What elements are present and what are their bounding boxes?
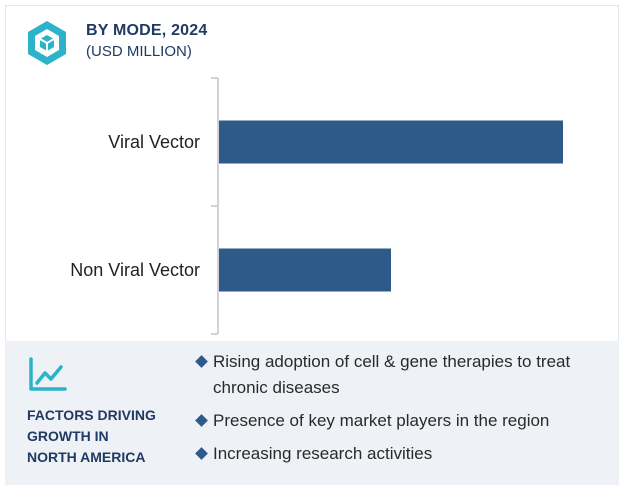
factor-item: Increasing research activities <box>195 441 615 467</box>
category-label: Viral Vector <box>108 132 200 152</box>
factor-item: Presence of key market players in the re… <box>195 408 615 434</box>
diamond-bullet-icon <box>195 447 208 460</box>
factors-title-line: GROWTH IN <box>27 428 109 444</box>
bars <box>219 120 563 292</box>
chart-title: BY MODE, 2024 <box>86 22 208 39</box>
factors-title-line: NORTH AMERICA <box>27 449 146 465</box>
factor-text: Presence of key market players in the re… <box>213 411 550 430</box>
diamond-bullet-icon <box>195 355 208 368</box>
cube-icon <box>28 21 66 65</box>
bar <box>219 120 563 164</box>
factors-title-line: FACTORS DRIVING <box>27 407 156 423</box>
category-labels: Viral Vector Non Viral Vector <box>70 132 200 280</box>
growth-factors-panel: FACTORS DRIVING GROWTH IN NORTH AMERICA … <box>5 341 619 485</box>
bar-chart: Viral Vector Non Viral Vector <box>70 77 563 335</box>
factor-text: Rising adoption of cell & gene therapies… <box>213 352 571 397</box>
y-axis <box>211 77 219 335</box>
factors-title: FACTORS DRIVING GROWTH IN NORTH AMERICA <box>27 405 187 468</box>
bar <box>219 248 391 292</box>
category-label: Non Viral Vector <box>70 260 200 280</box>
diamond-bullet-icon <box>195 414 208 427</box>
trend-chart-icon <box>29 357 67 391</box>
factor-list: Rising adoption of cell & gene therapies… <box>195 349 615 474</box>
chart-subtitle: (USD MILLION) <box>86 43 192 60</box>
factor-item: Rising adoption of cell & gene therapies… <box>195 349 615 401</box>
factor-text: Increasing research activities <box>213 444 433 463</box>
